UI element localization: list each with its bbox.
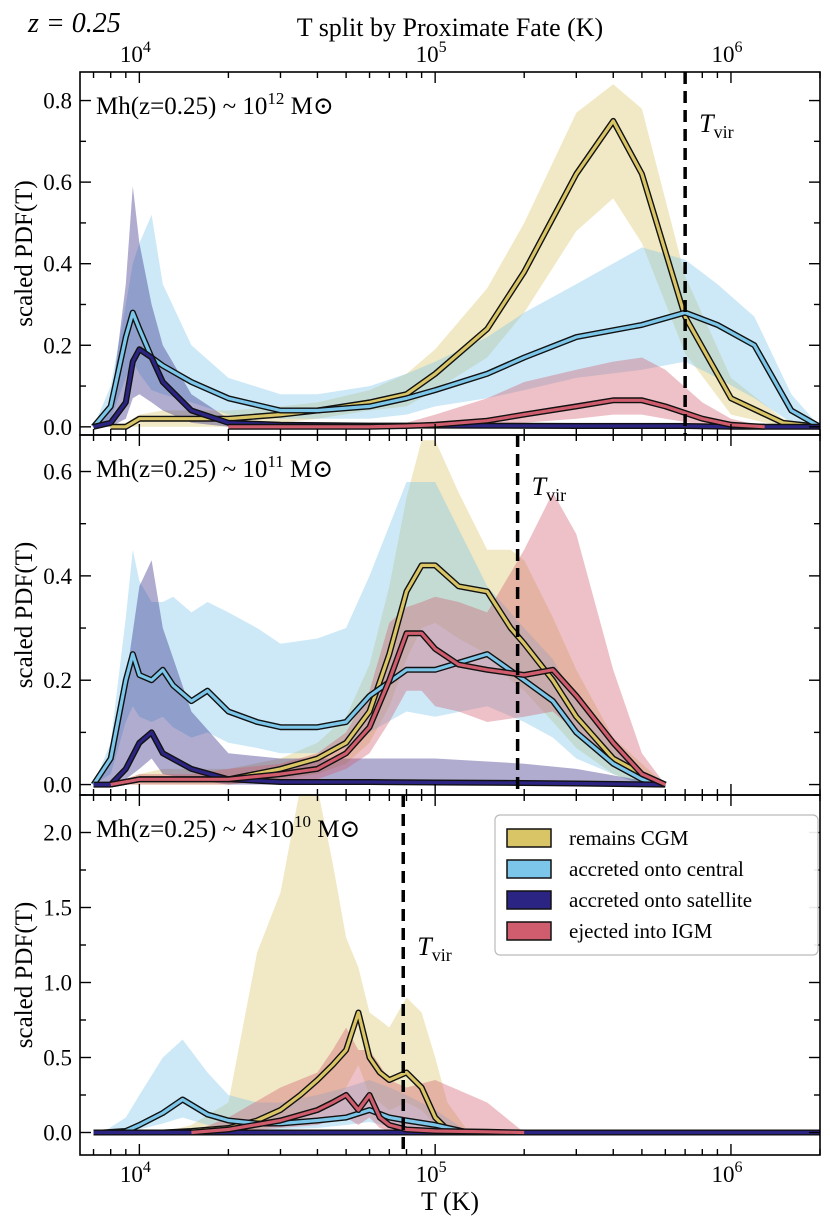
band-accreted-onto-satellite: [93, 560, 666, 785]
y-tick-label: 0.4: [43, 564, 72, 589]
line-ejected-into-IGM: [228, 398, 765, 429]
line-accreted-onto-central: [92, 311, 820, 429]
panel-title: Mh(z=0.25) ~ 1012 M⊙: [96, 89, 334, 120]
legend-swatch: [506, 921, 552, 941]
panel-title: Mh(z=0.25) ~ 1011 M⊙: [96, 452, 333, 483]
y-tick-label: 0.6: [43, 170, 72, 195]
y-tick-label: 0.0: [43, 415, 72, 440]
band-remains-CGM: [162, 795, 469, 1133]
y-tick-label: 0.4: [43, 252, 72, 277]
line-ejected-into-IGM: [191, 1093, 525, 1135]
line-accreted-onto-satellite: [93, 347, 820, 429]
panel-frame: [79, 794, 821, 1156]
x-tick-label-bottom: 106: [711, 1159, 742, 1187]
tvir-label: Tvir: [699, 109, 733, 142]
band-accreted-onto-satellite: [93, 186, 820, 427]
legend-label: accreted onto satellite: [569, 888, 752, 912]
band-accreted-onto-central: [93, 482, 666, 785]
legend-box: [494, 814, 819, 956]
tvir-label: Tvir: [417, 932, 451, 965]
x-tick-label-top: 106: [711, 39, 742, 67]
x-tick-label-bottom: 104: [120, 1159, 151, 1187]
panels-group: Tvir 0.0 0.2 0.4 0.6 0.8 scaled PDF(T) Mh(z=0.2…: [11, 39, 821, 1187]
legend: remains CGM accreted onto central accreted…: [494, 814, 819, 956]
y-tick-label: 0.2: [43, 333, 72, 358]
top-title: T split by Proximate Fate (K): [297, 13, 603, 42]
x-tick-label-top: 105: [416, 39, 447, 67]
legend-label: remains CGM: [569, 826, 689, 850]
legend-swatch: [506, 828, 552, 848]
tvir-label: Tvir: [532, 472, 566, 505]
line-remains-CGM: [110, 119, 820, 429]
panel-title: Mh(z=0.25) ~ 4×1010 M⊙: [96, 812, 360, 843]
x-tick-label-bottom: 105: [416, 1159, 447, 1187]
y-tick-label: 0.5: [43, 1046, 72, 1071]
y-axis-label: scaled PDF(T): [11, 902, 38, 1049]
plot-area: [90, 440, 667, 788]
redshift-label: z = 0.25: [27, 8, 121, 39]
panel-2: Tvir 0.0 0.2 0.4 0.6 scaled PDF(T) Mh(z=0.25) …: [11, 434, 821, 798]
x-tick-label-top: 104: [120, 39, 151, 67]
y-tick-label: 0.0: [43, 1121, 72, 1146]
line-accreted-onto-central: [92, 652, 666, 787]
panel-1: Tvir 0.0 0.2 0.4 0.6 0.8 scaled PDF(T) Mh(z=0.2…: [11, 71, 821, 440]
y-tick-label: 0.8: [43, 89, 72, 114]
band-accreted-onto-central: [93, 214, 820, 427]
legend-swatch: [506, 890, 552, 910]
plot-area: [93, 795, 820, 1136]
y-tick-label: 1.5: [43, 896, 72, 921]
y-tick-label: 2.0: [43, 821, 72, 846]
y-tick-label: 1.0: [43, 971, 72, 996]
y-tick-label: 0.0: [43, 773, 72, 798]
band-ejected-into-IGM: [191, 1027, 525, 1133]
y-axis-label: scaled PDF(T): [11, 542, 38, 689]
legend-label: accreted onto central: [569, 857, 744, 881]
line-ejected-into-IGM: [110, 631, 666, 787]
y-tick-label: 0.6: [43, 460, 72, 485]
x-axis-label: T (K): [421, 1187, 479, 1216]
band-ejected-into-IGM: [228, 357, 765, 427]
legend-swatch: [506, 859, 552, 879]
plot-area: [91, 84, 820, 430]
band-ejected-into-IGM: [110, 492, 666, 785]
y-axis-label: scaled PDF(T): [11, 180, 38, 327]
band-remains-CGM: [110, 440, 666, 785]
legend-label: ejected into IGM: [569, 919, 713, 943]
line-accreted-onto-satellite: [93, 730, 666, 787]
panel-3: Tvir 0.0 0.5 1.0 1.5 2.0 scaled PDF(T) Mh(z=0.2…: [11, 794, 821, 1156]
y-tick-label: 0.2: [43, 668, 72, 693]
